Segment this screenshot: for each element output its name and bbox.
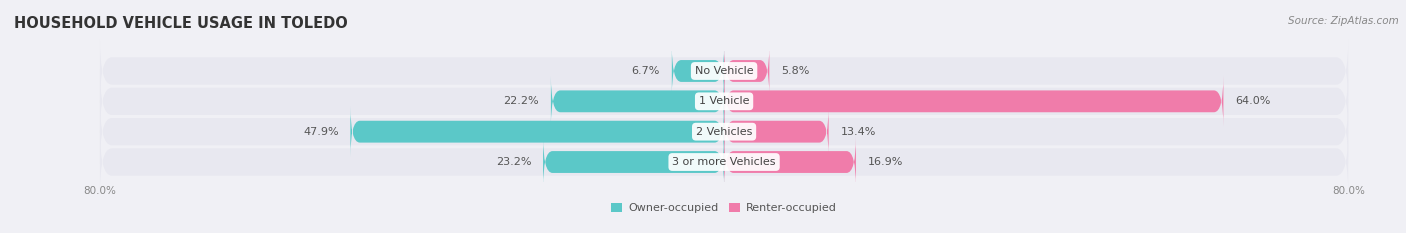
Text: 16.9%: 16.9% xyxy=(868,157,903,167)
Text: 23.2%: 23.2% xyxy=(496,157,531,167)
FancyBboxPatch shape xyxy=(543,137,724,188)
Text: 13.4%: 13.4% xyxy=(841,127,876,137)
Text: HOUSEHOLD VEHICLE USAGE IN TOLEDO: HOUSEHOLD VEHICLE USAGE IN TOLEDO xyxy=(14,16,347,31)
FancyBboxPatch shape xyxy=(672,45,724,96)
Text: No Vehicle: No Vehicle xyxy=(695,66,754,76)
FancyBboxPatch shape xyxy=(100,100,1348,164)
Text: Source: ZipAtlas.com: Source: ZipAtlas.com xyxy=(1288,16,1399,26)
FancyBboxPatch shape xyxy=(100,39,1348,103)
FancyBboxPatch shape xyxy=(350,106,724,157)
Text: 3 or more Vehicles: 3 or more Vehicles xyxy=(672,157,776,167)
Legend: Owner-occupied, Renter-occupied: Owner-occupied, Renter-occupied xyxy=(607,199,841,218)
FancyBboxPatch shape xyxy=(551,76,724,127)
Text: 1 Vehicle: 1 Vehicle xyxy=(699,96,749,106)
Text: 5.8%: 5.8% xyxy=(782,66,810,76)
Text: 6.7%: 6.7% xyxy=(631,66,661,76)
Text: 47.9%: 47.9% xyxy=(304,127,339,137)
FancyBboxPatch shape xyxy=(724,45,769,96)
Text: 64.0%: 64.0% xyxy=(1234,96,1271,106)
Text: 22.2%: 22.2% xyxy=(503,96,538,106)
FancyBboxPatch shape xyxy=(100,69,1348,133)
Text: 2 Vehicles: 2 Vehicles xyxy=(696,127,752,137)
FancyBboxPatch shape xyxy=(724,137,856,188)
FancyBboxPatch shape xyxy=(724,76,1223,127)
FancyBboxPatch shape xyxy=(100,130,1348,194)
FancyBboxPatch shape xyxy=(724,106,828,157)
